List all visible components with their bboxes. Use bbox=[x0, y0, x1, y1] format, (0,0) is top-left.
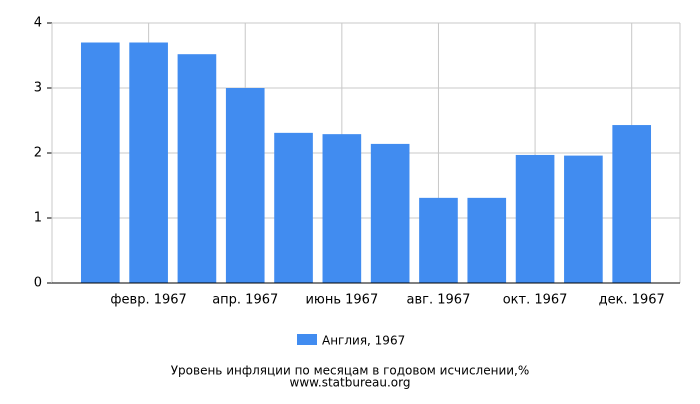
bar bbox=[274, 132, 313, 283]
y-tick-label: 3 bbox=[34, 81, 42, 96]
bar bbox=[467, 197, 507, 283]
bar bbox=[515, 154, 555, 283]
bar bbox=[370, 143, 410, 283]
x-tick-label: апр. 1967 bbox=[212, 293, 278, 308]
bar bbox=[564, 155, 603, 283]
legend-swatch bbox=[297, 334, 317, 345]
bar bbox=[129, 42, 168, 283]
chart-title: Уровень инфляции по месяцам в годовом ис… bbox=[171, 364, 530, 378]
y-tick-label: 0 bbox=[34, 276, 42, 291]
source: www.statbureau.org bbox=[290, 376, 411, 390]
y-tick-label: 2 bbox=[34, 146, 42, 161]
x-tick-label: июнь 1967 bbox=[305, 293, 378, 308]
x-tick-label: февр. 1967 bbox=[110, 293, 186, 308]
bar bbox=[177, 54, 217, 284]
y-tick-label: 1 bbox=[34, 211, 42, 226]
y-tick-label: 4 bbox=[34, 16, 42, 31]
x-tick-label: окт. 1967 bbox=[503, 293, 568, 308]
bar bbox=[419, 197, 458, 283]
x-tick-label: дек. 1967 bbox=[599, 293, 665, 308]
bar bbox=[322, 134, 362, 283]
legend-label: Англия, 1967 bbox=[322, 334, 405, 348]
x-tick-label: авг. 1967 bbox=[407, 293, 471, 308]
bar bbox=[225, 88, 265, 283]
bar bbox=[612, 125, 652, 283]
bar bbox=[80, 42, 120, 283]
